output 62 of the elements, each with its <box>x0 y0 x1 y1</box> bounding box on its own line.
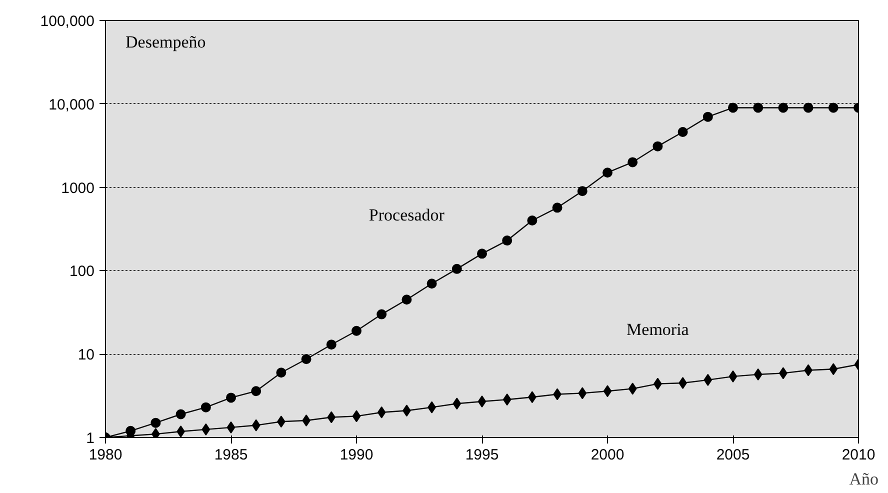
point <box>176 426 185 438</box>
y-tick-label: 100,000 <box>40 13 95 30</box>
x-tick-label: 2000 <box>590 446 624 464</box>
point <box>376 309 387 320</box>
point <box>327 411 336 424</box>
x-tick-label: 1985 <box>214 446 248 464</box>
point <box>452 264 462 274</box>
point <box>603 385 612 398</box>
point <box>829 363 838 376</box>
text: Procesador <box>368 206 445 225</box>
point <box>226 421 236 434</box>
point <box>628 157 638 168</box>
y-tick-label: 100 <box>69 263 95 280</box>
x-axis-title: Año <box>849 470 879 488</box>
point <box>753 102 764 113</box>
point <box>502 394 512 406</box>
y-tick-label: 1000 <box>61 180 95 197</box>
y-tick-label: 10,000 <box>48 96 95 114</box>
point <box>276 368 286 378</box>
point <box>352 326 362 336</box>
point <box>352 410 361 422</box>
x-tick-label: 1980 <box>88 446 122 464</box>
point <box>226 392 236 403</box>
point <box>803 102 814 113</box>
point <box>452 398 462 410</box>
point <box>402 294 412 305</box>
point <box>702 112 713 122</box>
point <box>252 419 260 432</box>
point <box>778 102 788 113</box>
point <box>602 168 612 178</box>
point <box>176 409 186 420</box>
y-axis-title: Desempeño <box>126 32 206 52</box>
point <box>652 141 663 152</box>
point <box>200 402 211 412</box>
point <box>728 370 738 382</box>
point <box>202 423 210 436</box>
x-tick-label: 1990 <box>340 446 374 464</box>
y-tick-label: 1 <box>86 430 94 447</box>
point <box>577 186 588 196</box>
point <box>502 236 512 246</box>
point <box>377 406 386 418</box>
point <box>578 387 587 400</box>
x-tick-label: 1995 <box>465 446 499 464</box>
point <box>527 215 538 226</box>
point <box>478 396 486 408</box>
point <box>477 248 487 259</box>
point <box>426 278 437 289</box>
point <box>552 202 562 213</box>
point <box>150 418 161 428</box>
point <box>326 340 336 350</box>
point <box>251 386 262 396</box>
text: Memoria <box>626 320 690 339</box>
x-tick-label: 2010 <box>842 446 876 464</box>
point <box>728 102 738 113</box>
point <box>678 127 688 138</box>
point <box>754 368 762 380</box>
point <box>704 374 712 386</box>
y-tick-label: 10 <box>78 346 95 364</box>
point <box>301 354 312 364</box>
point <box>828 102 838 113</box>
point <box>628 382 637 395</box>
x-tick-label: 2005 <box>716 446 750 464</box>
